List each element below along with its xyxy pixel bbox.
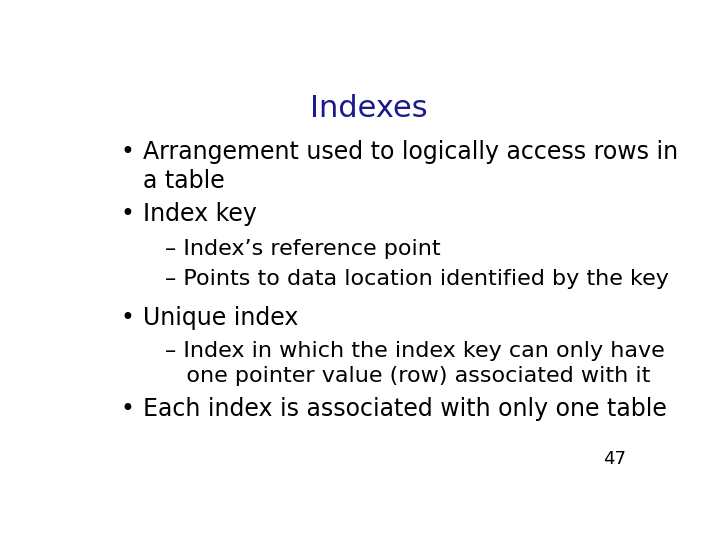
Text: •: • [121, 202, 135, 226]
Text: Indexes: Indexes [310, 94, 428, 123]
Text: – Points to data location identified by the key: – Points to data location identified by … [166, 268, 669, 288]
Text: – Index in which the index key can only have
   one pointer value (row) associat: – Index in which the index key can only … [166, 341, 665, 386]
Text: – Index’s reference point: – Index’s reference point [166, 239, 441, 259]
Text: 47: 47 [603, 450, 626, 468]
Text: Each index is associated with only one table: Each index is associated with only one t… [143, 397, 667, 421]
Text: •: • [121, 306, 135, 330]
Text: •: • [121, 140, 135, 164]
Text: Arrangement used to logically access rows in
a table: Arrangement used to logically access row… [143, 140, 678, 193]
Text: Unique index: Unique index [143, 306, 298, 330]
Text: Index key: Index key [143, 202, 257, 226]
Text: •: • [121, 397, 135, 421]
